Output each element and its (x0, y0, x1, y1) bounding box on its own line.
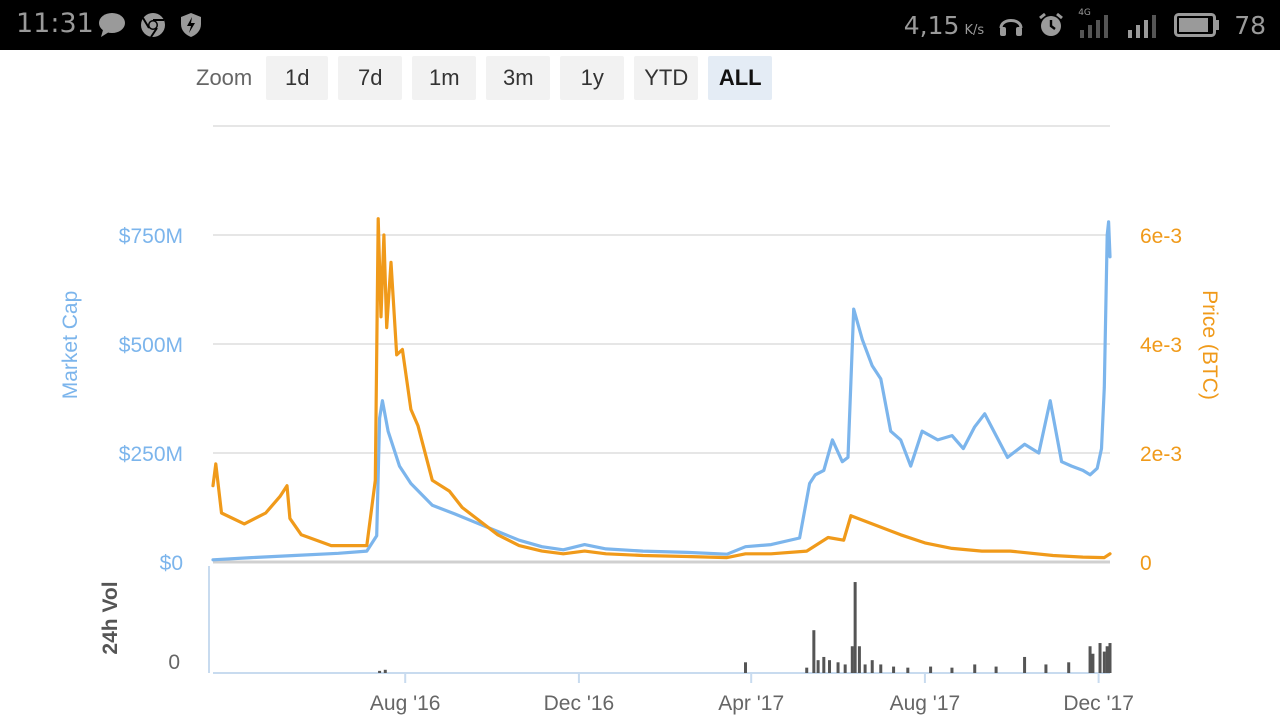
headphones-icon (998, 12, 1024, 38)
volume-bar (870, 660, 874, 673)
volume-bar (1098, 643, 1102, 673)
volume-bar (828, 660, 832, 673)
volume-bar (816, 660, 820, 673)
volume-tick-label: 0 (168, 651, 180, 674)
volume-bar (1044, 664, 1048, 673)
alarm-icon (1038, 12, 1064, 38)
volume-bar (863, 664, 867, 673)
right-tick-label: 4e-3 (1140, 334, 1182, 357)
status-left-icons (98, 11, 202, 39)
left-tick-label: $500M (119, 334, 183, 357)
volume-bar (857, 646, 861, 673)
volume-bar (929, 666, 933, 673)
volume-bar (378, 670, 382, 673)
volume-bar (1091, 653, 1095, 673)
left-tick-label: $750M (119, 225, 183, 248)
volume-bar (805, 667, 809, 673)
volume-bar (383, 669, 387, 673)
network-speed-unit: K/s (964, 22, 985, 38)
zoom-1d-button[interactable]: 1d (266, 56, 329, 100)
volume-bar (812, 630, 816, 673)
volume-bars (378, 582, 1112, 673)
zoom-3m-button[interactable]: 3m (486, 56, 551, 100)
status-time: 11:31 (16, 8, 94, 39)
x-tick-label: Dec '17 (1063, 692, 1134, 715)
axis-labels: $0 $250M $500M $750M 0 2e-3 4e-3 6e-3 Aug '16 Dec… (59, 225, 1221, 715)
zoom-7d-button[interactable]: 7d (338, 56, 403, 100)
left-tick-label: $0 (160, 552, 183, 575)
zoom-1m-button[interactable]: 1m (412, 56, 477, 100)
volume-bar (950, 667, 954, 673)
volume-bar (843, 664, 847, 673)
volume-bar (1102, 651, 1106, 673)
right-axis-title: Price (BTC) (1198, 290, 1221, 400)
network-speed: 4,15 K/s (904, 11, 984, 40)
volume-bar (822, 656, 826, 673)
right-tick-label: 0 (1140, 552, 1152, 575)
status-bar: 11:31 4,15 K/s 4G 78 (0, 0, 1280, 50)
volume-bar (1105, 646, 1109, 673)
left-tick-label: $250M (119, 443, 183, 466)
x-tick-label: Aug '17 (890, 692, 961, 715)
volume-bar (906, 667, 910, 673)
grid-layer (208, 125, 1110, 683)
zoom-ytd-button[interactable]: YTD (634, 56, 699, 100)
x-tick-label: Dec '16 (544, 692, 615, 715)
volume-bar (994, 666, 998, 673)
network-type: 4G (1078, 8, 1091, 18)
market-cap-line (211, 220, 1112, 562)
zoom-label: Zoom (196, 65, 253, 90)
network-speed-value: 4,15 (903, 10, 960, 40)
volume-bar (879, 664, 883, 673)
right-tick-label: 2e-3 (1140, 443, 1182, 466)
signal-icon (1126, 10, 1160, 40)
zoom-all-button[interactable]: ALL (708, 56, 773, 100)
volume-bar (1108, 643, 1112, 673)
volume-bar (1023, 656, 1027, 673)
x-tick-label: Aug '16 (370, 692, 441, 715)
status-right: 4,15 K/s 4G 78 (904, 8, 1266, 42)
shield-icon (180, 12, 202, 38)
x-tick-label: Apr '17 (718, 692, 784, 715)
battery-percent: 78 (1234, 10, 1266, 40)
volume-bar (1067, 662, 1071, 673)
volume-bar (744, 662, 748, 673)
volume-bar (892, 666, 896, 673)
message-icon (98, 12, 126, 38)
volume-bar (1088, 646, 1092, 673)
volume-bar (973, 664, 977, 673)
right-tick-label: 6e-3 (1140, 225, 1182, 248)
chrome-icon (140, 12, 166, 38)
price-line (211, 217, 1112, 560)
series-lines (211, 217, 1112, 562)
volume-axis-title: 24h Vol (99, 581, 122, 654)
battery-icon (1174, 13, 1220, 37)
zoom-1y-button[interactable]: 1y (560, 56, 625, 100)
volume-bar (836, 662, 840, 673)
signal-4g-icon: 4G (1078, 8, 1112, 40)
volume-bar (850, 646, 854, 673)
left-axis-title: Market Cap (59, 291, 82, 400)
zoom-bar: Zoom 1d 7d 1m 3m 1y YTD ALL (196, 56, 782, 100)
volume-bar (853, 582, 857, 673)
